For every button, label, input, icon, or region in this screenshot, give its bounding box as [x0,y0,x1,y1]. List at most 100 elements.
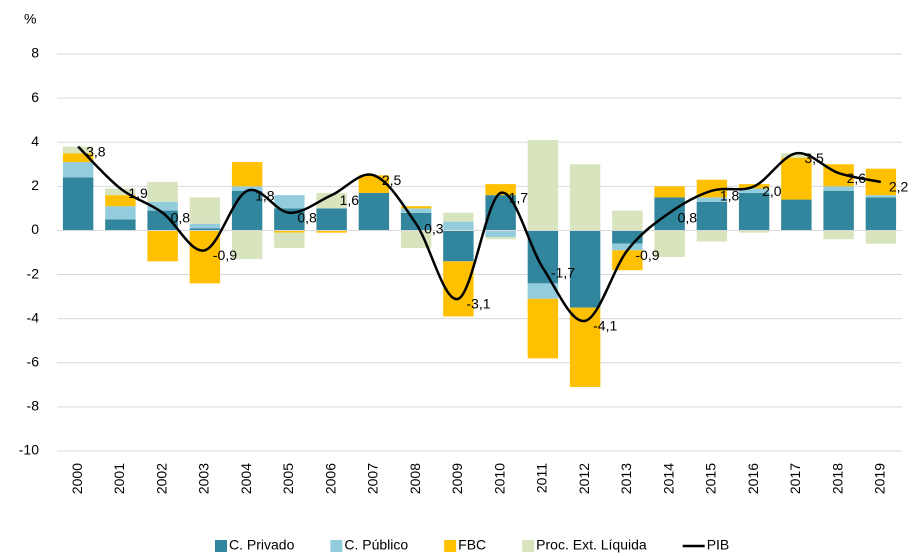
x-tick-label: 2018 [829,463,845,494]
data-label: 1,9 [128,185,148,201]
bar [62,177,94,231]
bar [696,230,728,242]
y-tick-label: 8 [31,45,39,61]
bar [443,221,474,231]
data-label: -0,9 [635,247,659,263]
x-tick-label: 2009 [449,463,465,494]
bar [738,188,770,193]
bar [485,184,516,196]
bar [696,197,728,202]
bar [654,186,685,198]
bar [612,243,643,251]
bar [443,212,474,222]
bar [781,157,812,200]
data-label: 3,5 [804,150,824,166]
legend-label: C. Privado [229,537,295,553]
x-tick-label: 2015 [703,463,719,494]
x-tick-label: 2008 [407,463,423,494]
bar [147,230,178,262]
data-label: 1,6 [340,192,360,208]
bar [865,195,897,198]
bar [274,230,305,233]
data-label: -4,1 [593,318,617,334]
x-tick-label: 2004 [238,463,254,494]
legend-swatch [215,540,227,552]
bar [738,230,770,233]
bar [569,164,601,231]
bar [696,201,728,231]
x-tick-label: 2000 [69,463,85,494]
data-label: -3,1 [466,296,490,312]
x-tick-label: 2005 [280,463,296,494]
x-tick-label: 2006 [322,463,338,494]
bar [443,261,474,317]
y-tick-label: -2 [27,265,40,281]
bar [316,230,347,233]
data-label: 3,8 [86,143,106,159]
bar [569,230,601,308]
y-tick-label: 0 [31,221,39,237]
legend-label: PIB [707,537,730,553]
bar [274,195,305,209]
y-tick-label: -10 [19,442,39,458]
bar [189,197,221,224]
data-label: 2,0 [762,183,782,199]
x-tick-label: 2019 [872,463,888,494]
y-tick-label: 6 [31,89,39,105]
x-tick-label: 2017 [787,463,803,494]
bar [274,232,305,249]
bar [231,190,263,231]
x-tick-label: 2002 [153,463,169,494]
x-tick-label: 2016 [745,463,761,494]
y-tick-label: -8 [27,398,40,414]
x-tick-label: 2013 [618,463,634,494]
bar [400,206,432,209]
bar [105,206,136,220]
bar [781,199,812,231]
bar [189,223,221,229]
bar [147,201,178,211]
bar [781,153,812,158]
bar [105,219,136,231]
data-label: 2,6 [847,170,867,186]
x-tick-label: 2014 [660,463,676,494]
bar [865,197,897,231]
data-label: 2,2 [889,179,909,195]
data-label: 2,5 [382,172,402,188]
data-label: 1,7 [509,190,529,206]
x-tick-label: 2010 [491,463,507,494]
data-label: -0,9 [213,247,237,263]
bar [231,186,263,191]
line [77,145,882,323]
bar [485,230,516,238]
bar [231,230,263,260]
bar [443,230,474,262]
bar [865,230,897,244]
data-label: -1,7 [551,265,575,281]
bar [189,228,221,231]
bar [527,140,559,231]
legend-label: Proc. Ext. Líquida [536,537,647,553]
bar [823,230,854,240]
bar [738,192,770,231]
y-tick-label: -6 [27,353,40,369]
bar [62,153,94,163]
legend-swatch [444,540,457,552]
bar [274,208,305,231]
data-label: 1,8 [255,187,275,203]
bar [147,210,178,231]
bar [823,186,854,191]
bar [527,298,559,359]
data-label: 0,8 [171,210,191,226]
x-tick-label: 2007 [365,463,381,494]
bar [62,146,94,154]
bar [105,188,136,196]
legend-swatch [330,540,343,552]
bar [105,195,136,207]
bar [823,190,854,231]
bar [485,237,516,240]
bar [612,210,643,231]
legend-label: C. Público [344,537,408,553]
y-tick-label: 2 [31,177,39,193]
